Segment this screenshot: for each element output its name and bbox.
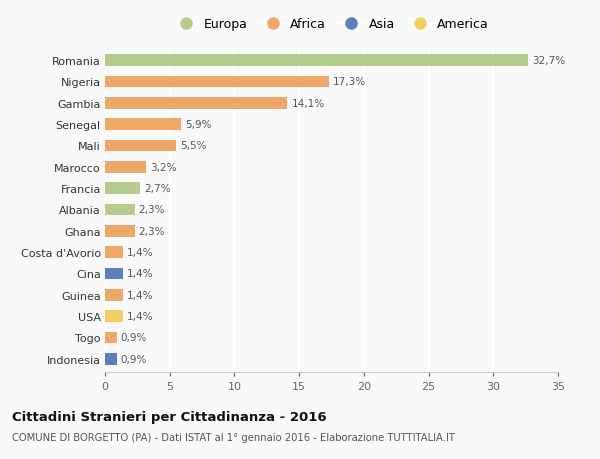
Text: 2,3%: 2,3%	[139, 205, 165, 215]
Text: 32,7%: 32,7%	[532, 56, 565, 66]
Bar	[105, 98, 287, 109]
Bar	[105, 225, 135, 237]
Bar	[105, 204, 135, 216]
Text: 1,4%: 1,4%	[127, 247, 154, 257]
Bar	[105, 247, 123, 258]
Text: Cittadini Stranieri per Cittadinanza - 2016: Cittadini Stranieri per Cittadinanza - 2…	[12, 410, 326, 423]
Text: 1,4%: 1,4%	[127, 290, 154, 300]
Text: 2,3%: 2,3%	[139, 226, 165, 236]
Text: 2,7%: 2,7%	[144, 184, 170, 194]
Text: 3,2%: 3,2%	[151, 162, 177, 173]
Bar	[105, 268, 123, 280]
Bar	[105, 289, 123, 301]
Bar	[105, 311, 123, 322]
Bar	[105, 76, 329, 88]
Text: 1,4%: 1,4%	[127, 269, 154, 279]
Text: 17,3%: 17,3%	[333, 77, 366, 87]
Bar	[105, 332, 116, 344]
Bar	[105, 353, 116, 365]
Bar	[105, 55, 528, 67]
Text: 1,4%: 1,4%	[127, 312, 154, 321]
Text: 14,1%: 14,1%	[292, 99, 325, 108]
Bar	[105, 119, 181, 131]
Text: 5,9%: 5,9%	[185, 120, 212, 130]
Text: 0,9%: 0,9%	[121, 354, 147, 364]
Bar	[105, 183, 140, 195]
Legend: Europa, Africa, Asia, America: Europa, Africa, Asia, America	[172, 16, 491, 34]
Text: 0,9%: 0,9%	[121, 333, 147, 343]
Text: 5,5%: 5,5%	[180, 141, 206, 151]
Bar	[105, 140, 176, 152]
Text: COMUNE DI BORGETTO (PA) - Dati ISTAT al 1° gennaio 2016 - Elaborazione TUTTITALI: COMUNE DI BORGETTO (PA) - Dati ISTAT al …	[12, 432, 455, 442]
Bar	[105, 162, 146, 173]
